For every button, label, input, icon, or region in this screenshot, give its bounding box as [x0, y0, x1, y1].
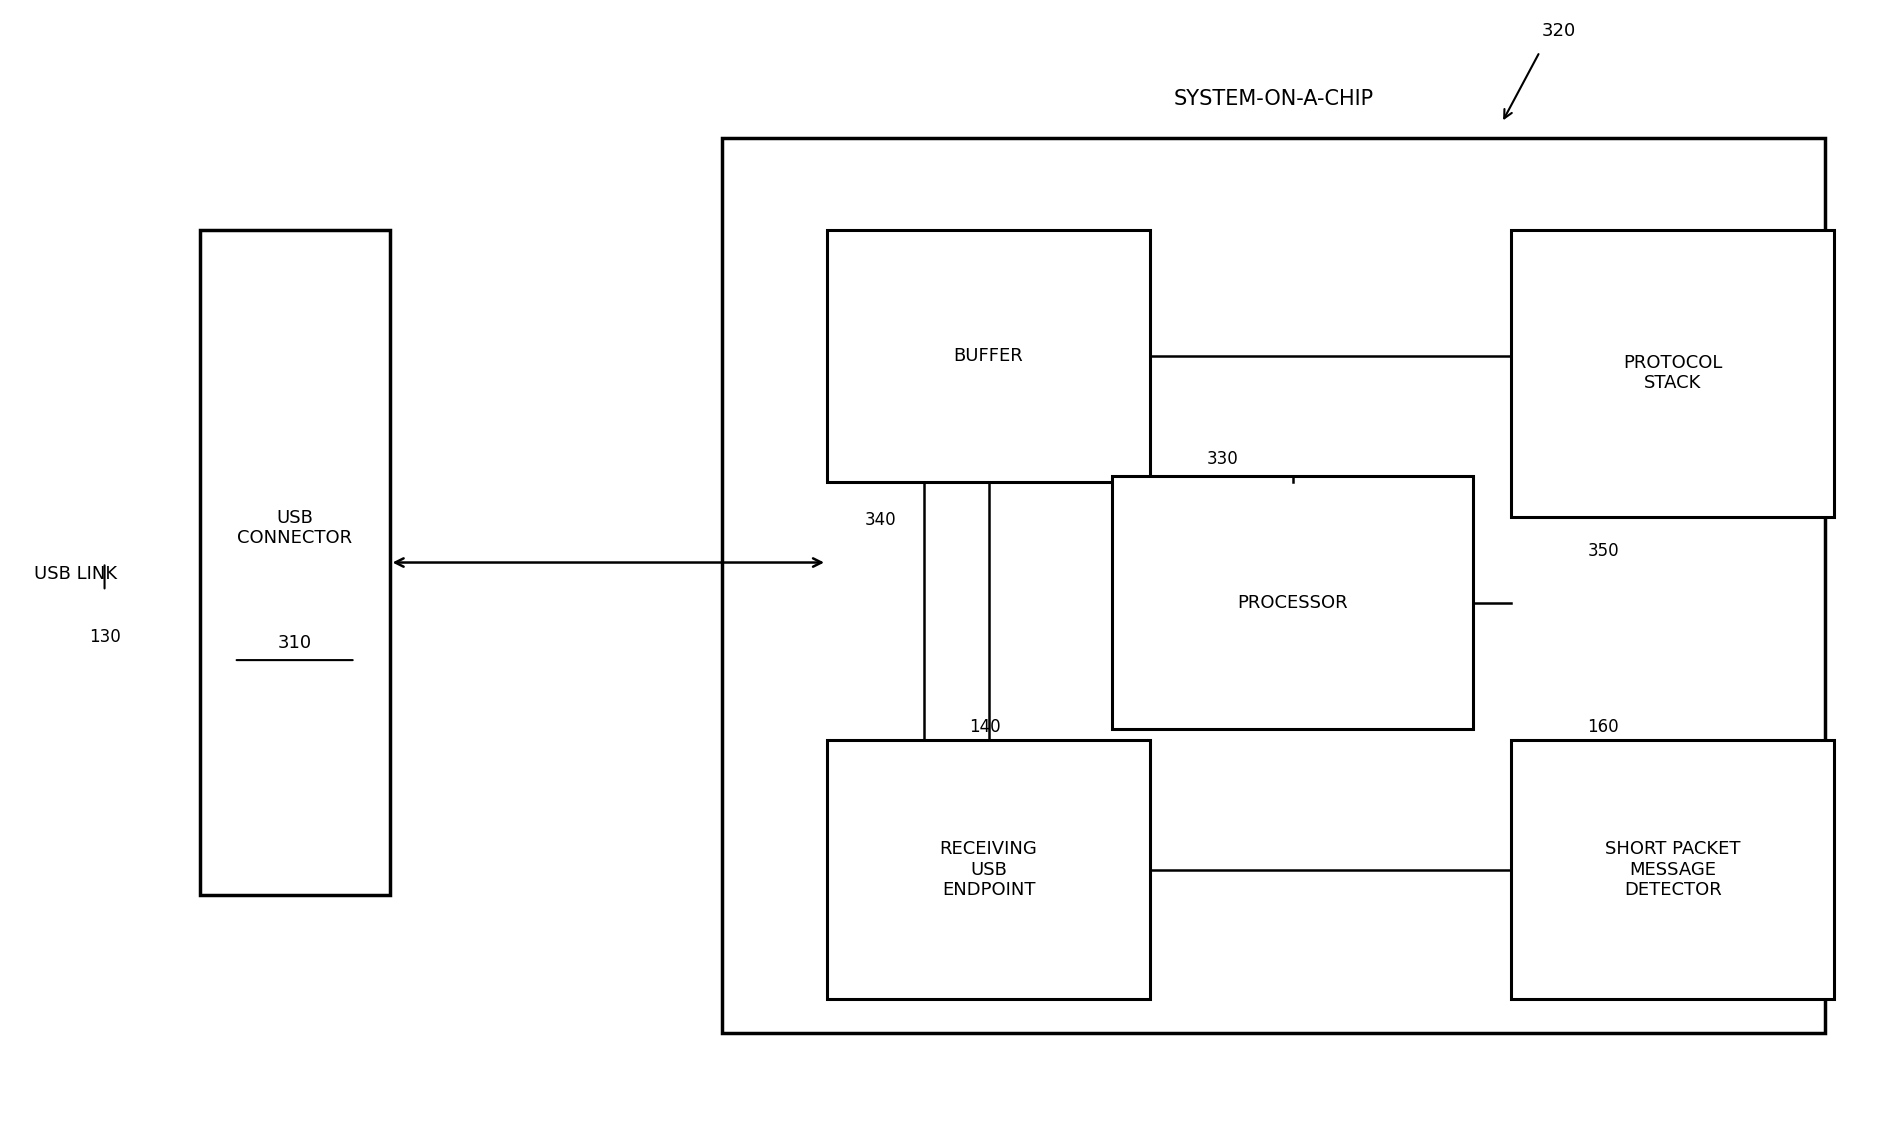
FancyBboxPatch shape [827, 740, 1150, 999]
Text: 350: 350 [1587, 542, 1620, 560]
Text: RECEIVING
USB
ENDPOINT: RECEIVING USB ENDPOINT [939, 840, 1038, 899]
FancyBboxPatch shape [200, 230, 390, 895]
Text: USB LINK: USB LINK [34, 565, 118, 583]
Text: 130: 130 [89, 628, 120, 646]
Text: 160: 160 [1587, 718, 1620, 736]
Text: SYSTEM-ON-A-CHIP: SYSTEM-ON-A-CHIP [1173, 90, 1374, 109]
Text: SHORT PACKET
MESSAGE
DETECTOR: SHORT PACKET MESSAGE DETECTOR [1604, 840, 1741, 899]
Text: 340: 340 [865, 511, 897, 529]
Text: 310: 310 [278, 634, 312, 652]
FancyBboxPatch shape [1511, 230, 1834, 517]
FancyBboxPatch shape [1511, 740, 1834, 999]
Text: PROTOCOL
STACK: PROTOCOL STACK [1623, 354, 1722, 393]
FancyBboxPatch shape [1112, 476, 1473, 729]
FancyBboxPatch shape [722, 138, 1825, 1033]
FancyBboxPatch shape [827, 230, 1150, 482]
Text: BUFFER: BUFFER [954, 347, 1023, 365]
Text: 320: 320 [1542, 22, 1576, 40]
Text: 140: 140 [970, 718, 1002, 736]
Text: USB
CONNECTOR: USB CONNECTOR [238, 509, 352, 548]
Text: 330: 330 [1207, 450, 1239, 468]
Text: PROCESSOR: PROCESSOR [1238, 594, 1348, 612]
